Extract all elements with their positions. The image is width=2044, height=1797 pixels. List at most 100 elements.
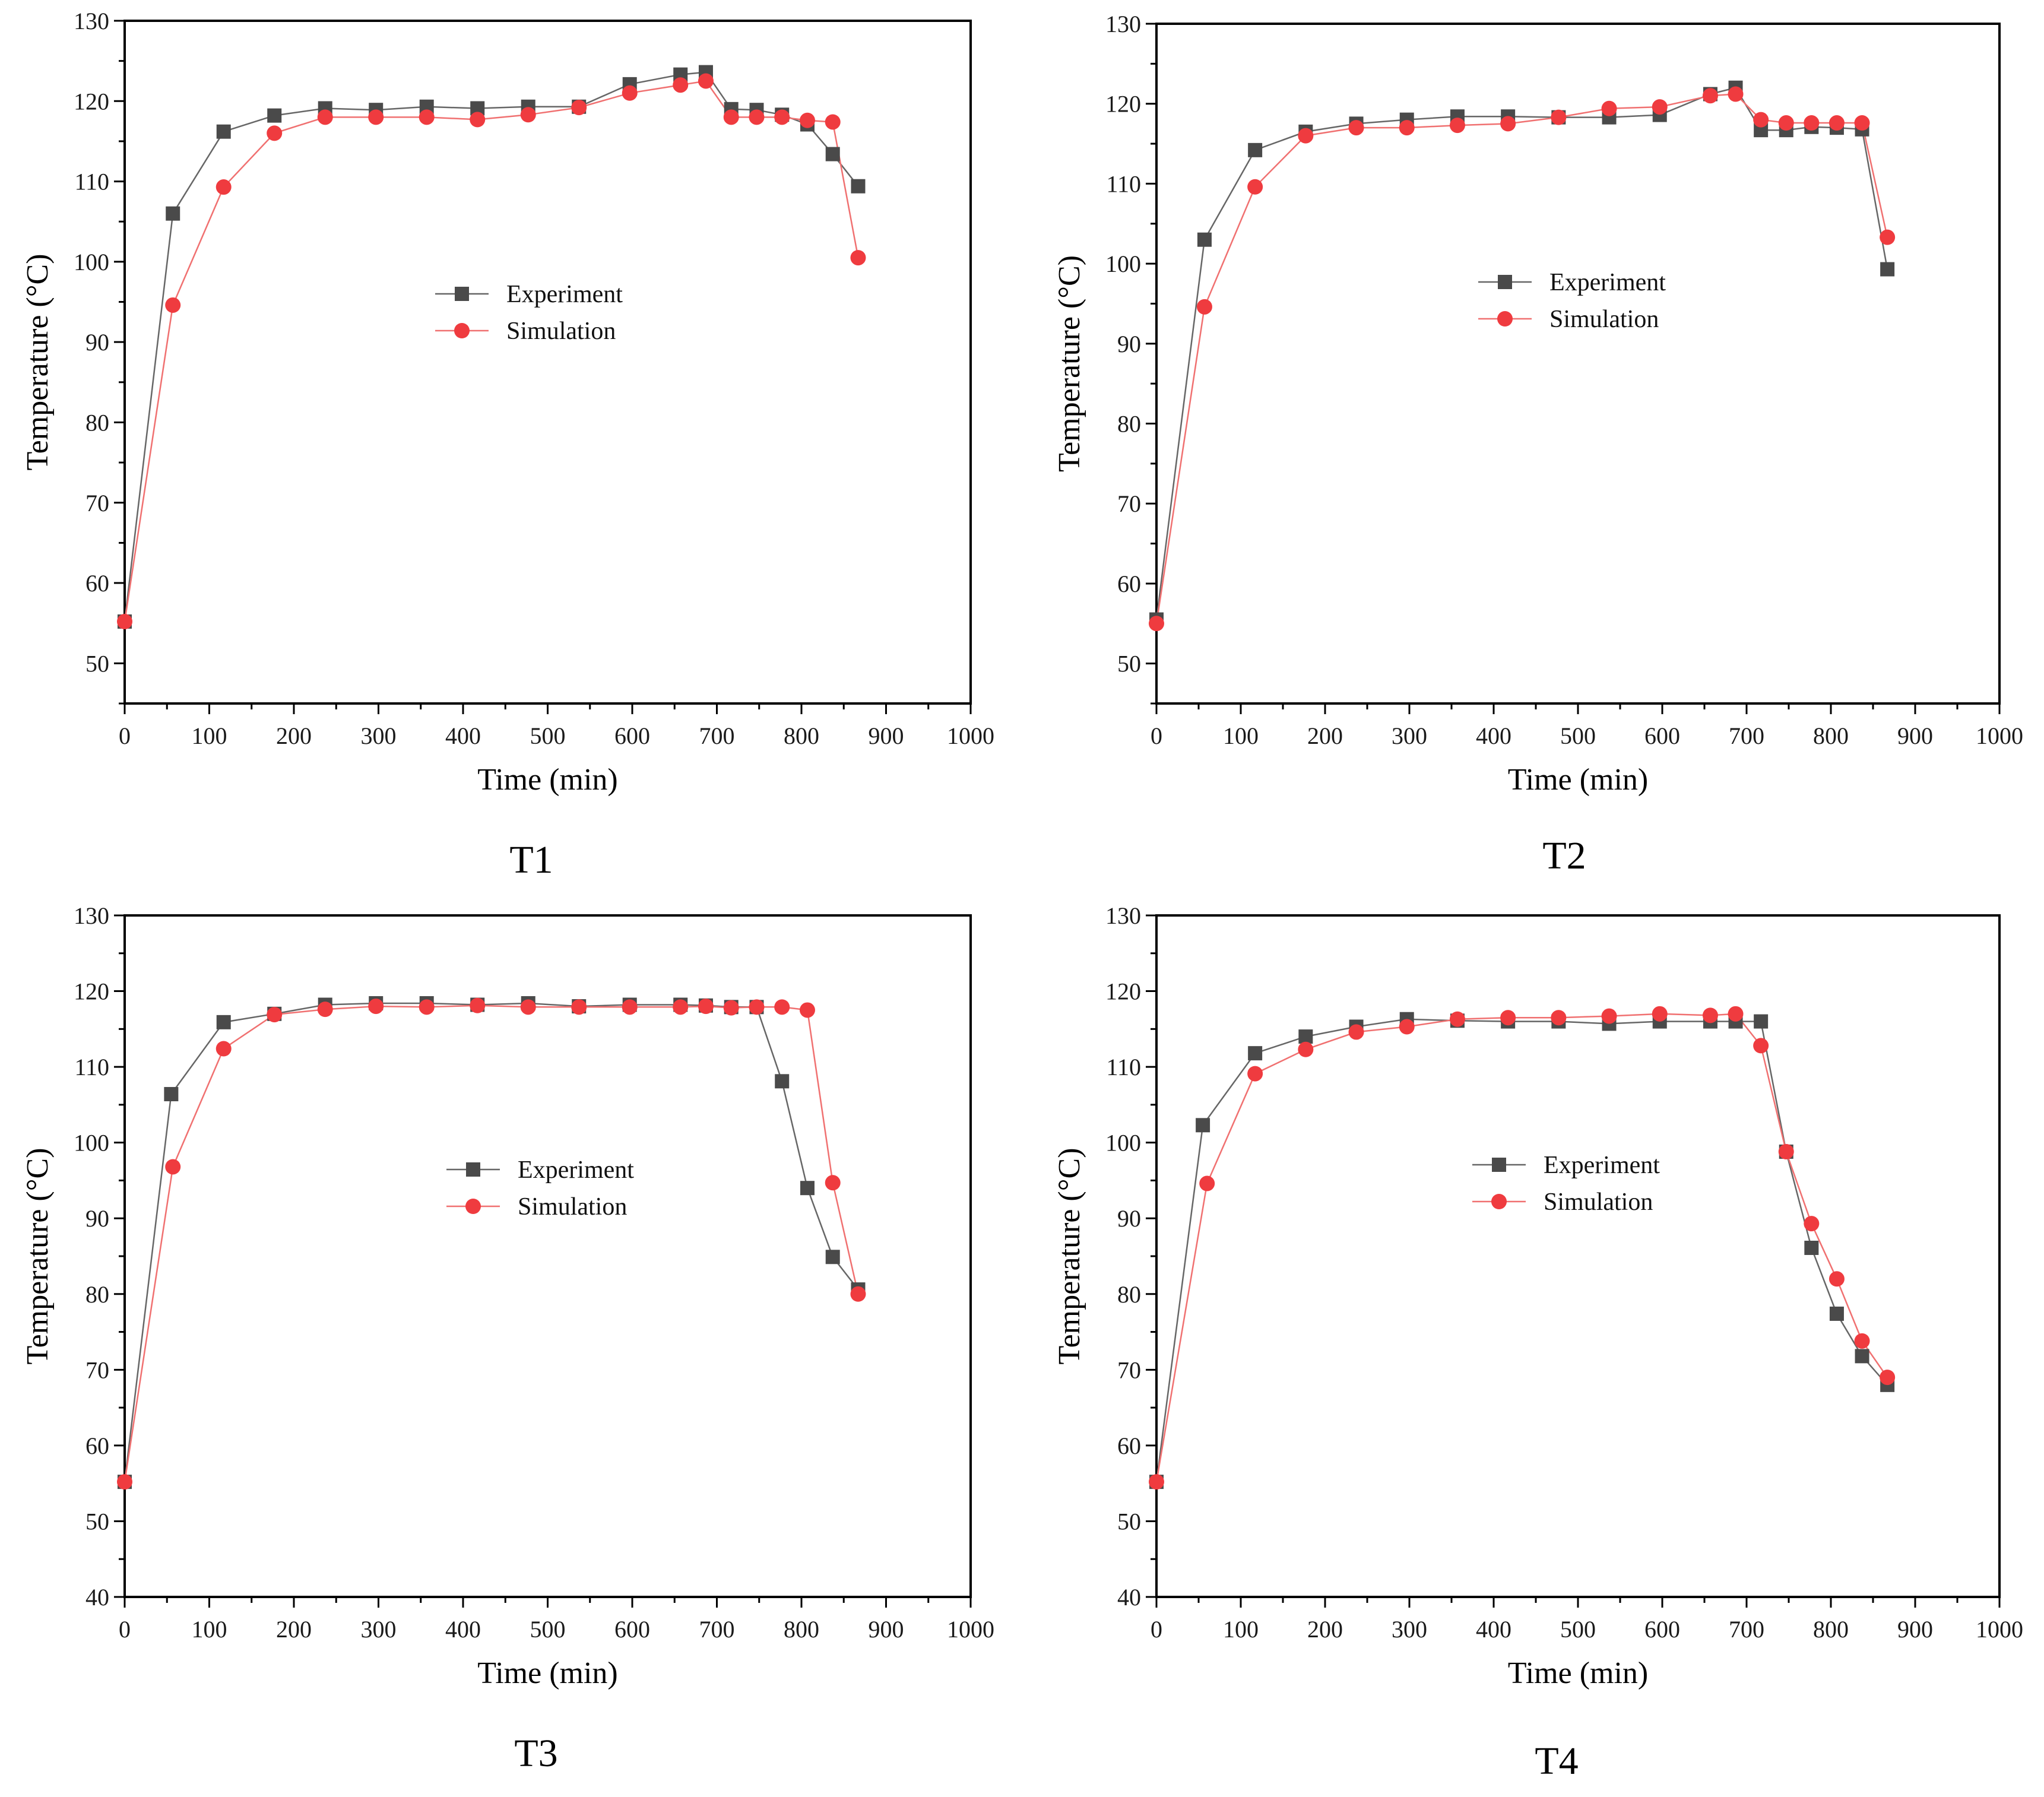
series-line-simulation — [123, 80, 859, 622]
x-tick-label: 200 — [1307, 1616, 1343, 1643]
experiment-point — [1197, 232, 1212, 247]
experiment-point — [775, 1074, 790, 1089]
chart-panel-t1: 0 100 200 300 400 500 600 700 800 900 1000 50 60 70 80… — [21, 8, 994, 882]
simulation-point — [267, 125, 283, 141]
legend-label-simulation: Simulation — [1549, 306, 1659, 333]
simulation-point — [1247, 179, 1263, 195]
simulation-point — [470, 997, 486, 1013]
simulation-point — [825, 1175, 841, 1191]
chart-panel-t2: 0 100 200 300 400 500 600 700 800 900 1000 50 60 70 80… — [1053, 11, 2023, 877]
y-tick-label: 60 — [85, 570, 109, 597]
x-tick-label: 500 — [1560, 1616, 1596, 1643]
y-axis-title: Temperature (°C) — [1053, 255, 1086, 472]
legend-marker-square — [466, 1162, 480, 1177]
simulation-point — [1298, 128, 1314, 144]
y-tick-label: 80 — [1117, 411, 1141, 438]
series-line-simulation — [123, 1004, 859, 1482]
simulation-point — [1149, 1474, 1164, 1490]
y-tick-label: 120 — [1105, 91, 1141, 118]
x-axis-title: Time (min) — [477, 763, 617, 797]
simulation-point — [1149, 616, 1164, 632]
y-tick-label: 70 — [85, 1357, 109, 1383]
simulation-point — [1880, 1370, 1896, 1386]
simulation-point — [165, 1159, 181, 1175]
y-tick-label: 130 — [74, 8, 109, 34]
series-line-experiment — [1155, 1018, 1888, 1482]
simulation-point — [1348, 120, 1364, 136]
legend-label-simulation: Simulation — [506, 318, 616, 345]
simulation-point — [1753, 112, 1769, 128]
panel-caption: T3 — [514, 1732, 557, 1775]
x-tick-label: 1000 — [947, 722, 994, 749]
x-tick-label: 100 — [1223, 1616, 1259, 1643]
simulation-point — [470, 112, 486, 128]
simulation-point — [117, 614, 132, 629]
legend: Experiment Simulation — [1472, 1152, 1660, 1216]
y-tick-label: 50 — [1117, 651, 1141, 677]
simulation-point — [520, 999, 536, 1015]
x-tick-label: 900 — [869, 722, 904, 749]
series-line-simulation — [1155, 93, 1888, 624]
legend-marker-square — [1492, 1158, 1506, 1172]
experiment-point — [1248, 1046, 1263, 1061]
y-tick-label: 100 — [74, 1130, 109, 1156]
x-tick-label: 400 — [1476, 722, 1511, 749]
x-tick-label: 300 — [361, 722, 397, 749]
y-tick-label: 50 — [85, 1508, 109, 1535]
simulation-point — [216, 179, 232, 195]
simulation-point — [419, 999, 435, 1015]
y-tick-label: 110 — [1106, 170, 1141, 197]
simulation-point — [571, 100, 587, 116]
simulation-point — [1828, 1271, 1845, 1287]
simulation-point — [1728, 1006, 1744, 1022]
x-tick-label: 700 — [1729, 1616, 1764, 1643]
x-tick-label: 300 — [1392, 722, 1427, 749]
y-tick-label: 90 — [1117, 1205, 1141, 1232]
experiment-point — [1855, 1349, 1869, 1364]
experiment-point — [1754, 1014, 1769, 1029]
simulation-point — [520, 107, 536, 123]
x-tick-label: 800 — [784, 1616, 819, 1643]
x-axis-title: Time (min) — [1508, 1656, 1648, 1690]
legend-marker-circle — [1497, 311, 1513, 327]
x-tick-label: 300 — [1392, 1616, 1427, 1643]
x-tick-label: 900 — [1897, 722, 1933, 749]
simulation-point — [368, 109, 384, 125]
legend-label-experiment: Experiment — [1544, 1152, 1660, 1179]
x-tick-label: 500 — [530, 722, 566, 749]
simulation-point — [1702, 1007, 1718, 1023]
y-tick-label: 120 — [1105, 978, 1141, 1005]
experiment-point — [216, 124, 231, 139]
y-tick-label: 80 — [1117, 1281, 1141, 1308]
x-tick-label: 1000 — [1976, 722, 2023, 749]
series-line-experiment — [123, 71, 859, 622]
x-tick-label: 400 — [445, 722, 481, 749]
x-tick-label: 800 — [1813, 1616, 1849, 1643]
legend-marker-circle — [465, 1199, 481, 1214]
y-tick-label: 60 — [1117, 1432, 1141, 1459]
x-tick-label: 700 — [699, 1616, 735, 1643]
simulation-point — [1652, 1006, 1668, 1022]
series-line-experiment — [1155, 87, 1888, 620]
x-tick-label: 400 — [445, 1616, 481, 1643]
simulation-point — [799, 1002, 815, 1018]
simulation-point — [749, 999, 765, 1015]
simulation-point — [1828, 115, 1845, 131]
simulation-point — [571, 999, 587, 1015]
y-tick-label: 70 — [1117, 1357, 1141, 1383]
x-tick-label: 100 — [192, 722, 227, 749]
x-tick-label: 800 — [784, 722, 819, 749]
simulation-point — [749, 109, 765, 125]
x-tick-label: 0 — [1151, 722, 1162, 749]
simulation-point — [1601, 100, 1617, 116]
legend: Experiment Simulation — [446, 1156, 634, 1221]
y-tick-label: 100 — [1105, 251, 1141, 277]
x-tick-label: 600 — [1644, 1616, 1680, 1643]
simulation-point — [1601, 1008, 1617, 1024]
experiment-point — [1804, 1240, 1819, 1255]
experiment-point — [1880, 262, 1895, 277]
simulation-point — [1449, 1011, 1465, 1027]
experiment-point — [164, 1087, 179, 1102]
x-tick-label: 600 — [614, 722, 650, 749]
experiment-point — [1829, 1306, 1844, 1321]
